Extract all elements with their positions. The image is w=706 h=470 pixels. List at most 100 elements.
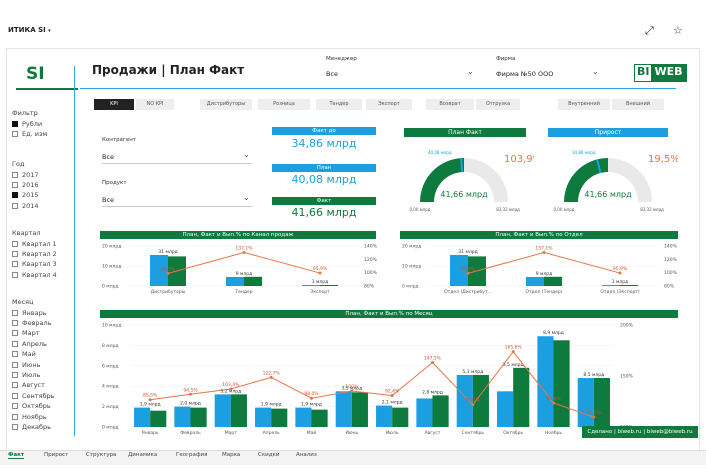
checkbox-icon[interactable] — [12, 250, 18, 257]
checkbox-icon[interactable] — [12, 330, 18, 337]
sidebar-month-item[interactable]: Август — [12, 381, 45, 389]
gauge-value: 41,66 млрд — [584, 190, 632, 199]
gauge-target-label: 34,86 млрд — [572, 150, 596, 155]
fact-bar — [230, 394, 247, 427]
checkbox-icon[interactable] — [12, 192, 18, 199]
manager-slicer-value[interactable]: Все — [326, 70, 339, 78]
firm-slicer-value[interactable]: Фирма №50 ООО — [496, 70, 554, 78]
checkbox-icon[interactable] — [12, 309, 18, 316]
sidebar-month-item[interactable]: Апрель — [12, 340, 47, 348]
sidebar-quarter-item[interactable]: Квартал 3 — [12, 260, 57, 268]
page-tab[interactable]: Прирост — [44, 452, 69, 458]
chevron-down-icon[interactable]: ⌄ — [592, 67, 599, 76]
page-tab[interactable]: География — [176, 452, 208, 458]
y2-tick-label: 140% — [364, 244, 378, 250]
y-tick-label: 0 млрд — [102, 284, 119, 290]
sidebar-month-item[interactable]: Сентябрь — [12, 392, 54, 400]
checkbox-label: Август — [22, 381, 45, 390]
sidebar-filter-item[interactable]: Рубли — [12, 120, 42, 128]
counterparty-slicer-value[interactable]: Все — [102, 153, 115, 161]
checkbox-icon[interactable] — [12, 351, 18, 358]
checkbox-icon[interactable] — [12, 361, 18, 368]
sidebar-quarter-item[interactable]: Квартал 4 — [12, 271, 57, 279]
checkbox-icon[interactable] — [12, 403, 18, 410]
x-tick-label: Отдел (Экспорт) — [600, 289, 640, 295]
page-tab[interactable]: Факт — [8, 452, 25, 459]
checkbox-icon[interactable] — [12, 340, 18, 347]
channel-chart: 20 млрд 10 млрд 0 млрд 140% 120% 100% 80% 31 мл… — [102, 244, 378, 296]
tab-button[interactable]: Возврат — [426, 99, 474, 110]
tab-button[interactable]: Розница — [258, 99, 310, 110]
sidebar-month-item[interactable]: Июнь — [12, 361, 40, 369]
expand-icon[interactable]: ⤢ — [645, 24, 654, 37]
sidebar-month-item[interactable]: Январь — [12, 309, 47, 317]
percent-label: 95,3% — [461, 266, 476, 272]
sidebar-year-item[interactable]: 2017 — [12, 171, 39, 179]
credit-banner[interactable]: Сделано | biweb.ru | biweb@biweb.ru — [582, 426, 698, 438]
tab-button[interactable]: Тендер — [316, 99, 362, 110]
tab-button[interactable]: Дистрибуторы — [200, 99, 252, 110]
checkbox-icon[interactable] — [12, 271, 18, 278]
page-tab[interactable]: Структура — [86, 452, 117, 458]
percent-label: 94,5% — [183, 387, 198, 393]
y-tick-label: 2 млрд — [102, 404, 119, 410]
checkbox-icon[interactable] — [12, 120, 18, 127]
sidebar-year-item[interactable]: 2016 — [12, 181, 39, 189]
tab-button[interactable]: Внешний — [612, 99, 664, 110]
sidebar-month-item[interactable]: Июль — [12, 371, 40, 379]
checkbox-label: Квартал 2 — [22, 249, 57, 258]
checkbox-icon[interactable] — [12, 319, 18, 326]
sidebar-quarter-item[interactable]: Квартал 2 — [12, 250, 57, 258]
kpi-label: План — [272, 164, 376, 172]
manager-slicer-label: Менеджер — [326, 56, 357, 62]
page-tab[interactable]: Скидки — [258, 452, 280, 458]
sidebar-month-item[interactable]: Декабрь — [12, 423, 51, 431]
chevron-down-icon[interactable]: ▾ — [48, 28, 51, 34]
sidebar-quarter-item[interactable]: Квартал 1 — [12, 240, 57, 248]
chevron-down-icon[interactable]: ⌄ — [243, 193, 250, 202]
checkbox-icon[interactable] — [12, 382, 18, 389]
y2-tick-label: 100% — [664, 270, 678, 276]
plan-bar — [416, 398, 433, 427]
checkbox-icon[interactable] — [12, 240, 18, 247]
tab-button[interactable]: Экспорт — [366, 99, 412, 110]
checkbox-icon[interactable] — [12, 413, 18, 420]
page-tab[interactable]: Анализ — [296, 452, 317, 458]
checkbox-icon[interactable] — [12, 181, 18, 188]
tab-button[interactable]: Отгрузка — [476, 99, 520, 110]
sidebar-year-item[interactable]: 2014 — [12, 202, 39, 210]
checkbox-icon[interactable] — [12, 261, 18, 268]
bar-data-label: 8,5 млрд — [583, 372, 604, 378]
app-title[interactable]: ИТИКА SI ▾ — [8, 26, 51, 34]
star-icon[interactable]: ☆ — [673, 24, 683, 37]
tab-button[interactable]: NO KPI — [136, 99, 174, 110]
y-tick-label: 4 млрд — [102, 384, 119, 390]
checkbox-icon[interactable] — [12, 423, 18, 430]
page-tab[interactable]: Марка — [222, 452, 241, 458]
sidebar-month-item[interactable]: Май — [12, 350, 36, 358]
growth-gauge: 41,66 млрд 19,5% 34,86 млрд 0,00 млрд 83,32 … — [553, 150, 678, 212]
checkbox-icon[interactable] — [12, 202, 18, 209]
percent-label: 95,3% — [161, 266, 176, 272]
y-tick-label: 10 млрд — [102, 323, 121, 329]
checkbox-icon[interactable] — [12, 371, 18, 378]
page-title: Продажи | План Факт — [92, 63, 245, 77]
sidebar-month-item[interactable]: Февраль — [12, 319, 52, 327]
tab-button[interactable]: KPI — [94, 99, 134, 110]
chevron-down-icon[interactable]: ⌄ — [467, 67, 474, 76]
checkbox-icon[interactable] — [12, 171, 18, 178]
checkbox-icon[interactable] — [12, 392, 18, 399]
page-tab[interactable]: Динамика — [128, 452, 158, 458]
plan-bar — [226, 277, 244, 286]
product-slicer-value[interactable]: Все — [102, 196, 115, 204]
tab-button[interactable]: Внутренний — [558, 99, 610, 110]
sidebar-filter-item[interactable]: Ед. изм — [12, 130, 47, 138]
sidebar-year-item[interactable]: 2015 — [12, 191, 39, 199]
sidebar-month-item[interactable]: Октябрь — [12, 402, 51, 410]
checkbox-icon[interactable] — [12, 130, 18, 137]
sidebar-month-item[interactable]: Ноябрь — [12, 413, 47, 421]
chevron-down-icon[interactable]: ⌄ — [243, 150, 250, 159]
percent-point — [242, 250, 246, 254]
percent-point — [310, 396, 313, 400]
sidebar-month-item[interactable]: Март — [12, 329, 40, 337]
